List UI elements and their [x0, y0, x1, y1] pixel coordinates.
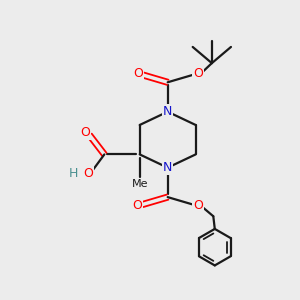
- Text: O: O: [80, 126, 90, 139]
- Text: Me: Me: [131, 179, 148, 189]
- Text: N: N: [163, 161, 172, 174]
- Text: O: O: [193, 67, 203, 80]
- Text: H: H: [69, 167, 78, 180]
- Text: N: N: [163, 105, 172, 118]
- Text: O: O: [193, 199, 203, 212]
- Text: O: O: [133, 67, 143, 80]
- Text: O: O: [83, 167, 93, 180]
- Text: O: O: [132, 200, 142, 212]
